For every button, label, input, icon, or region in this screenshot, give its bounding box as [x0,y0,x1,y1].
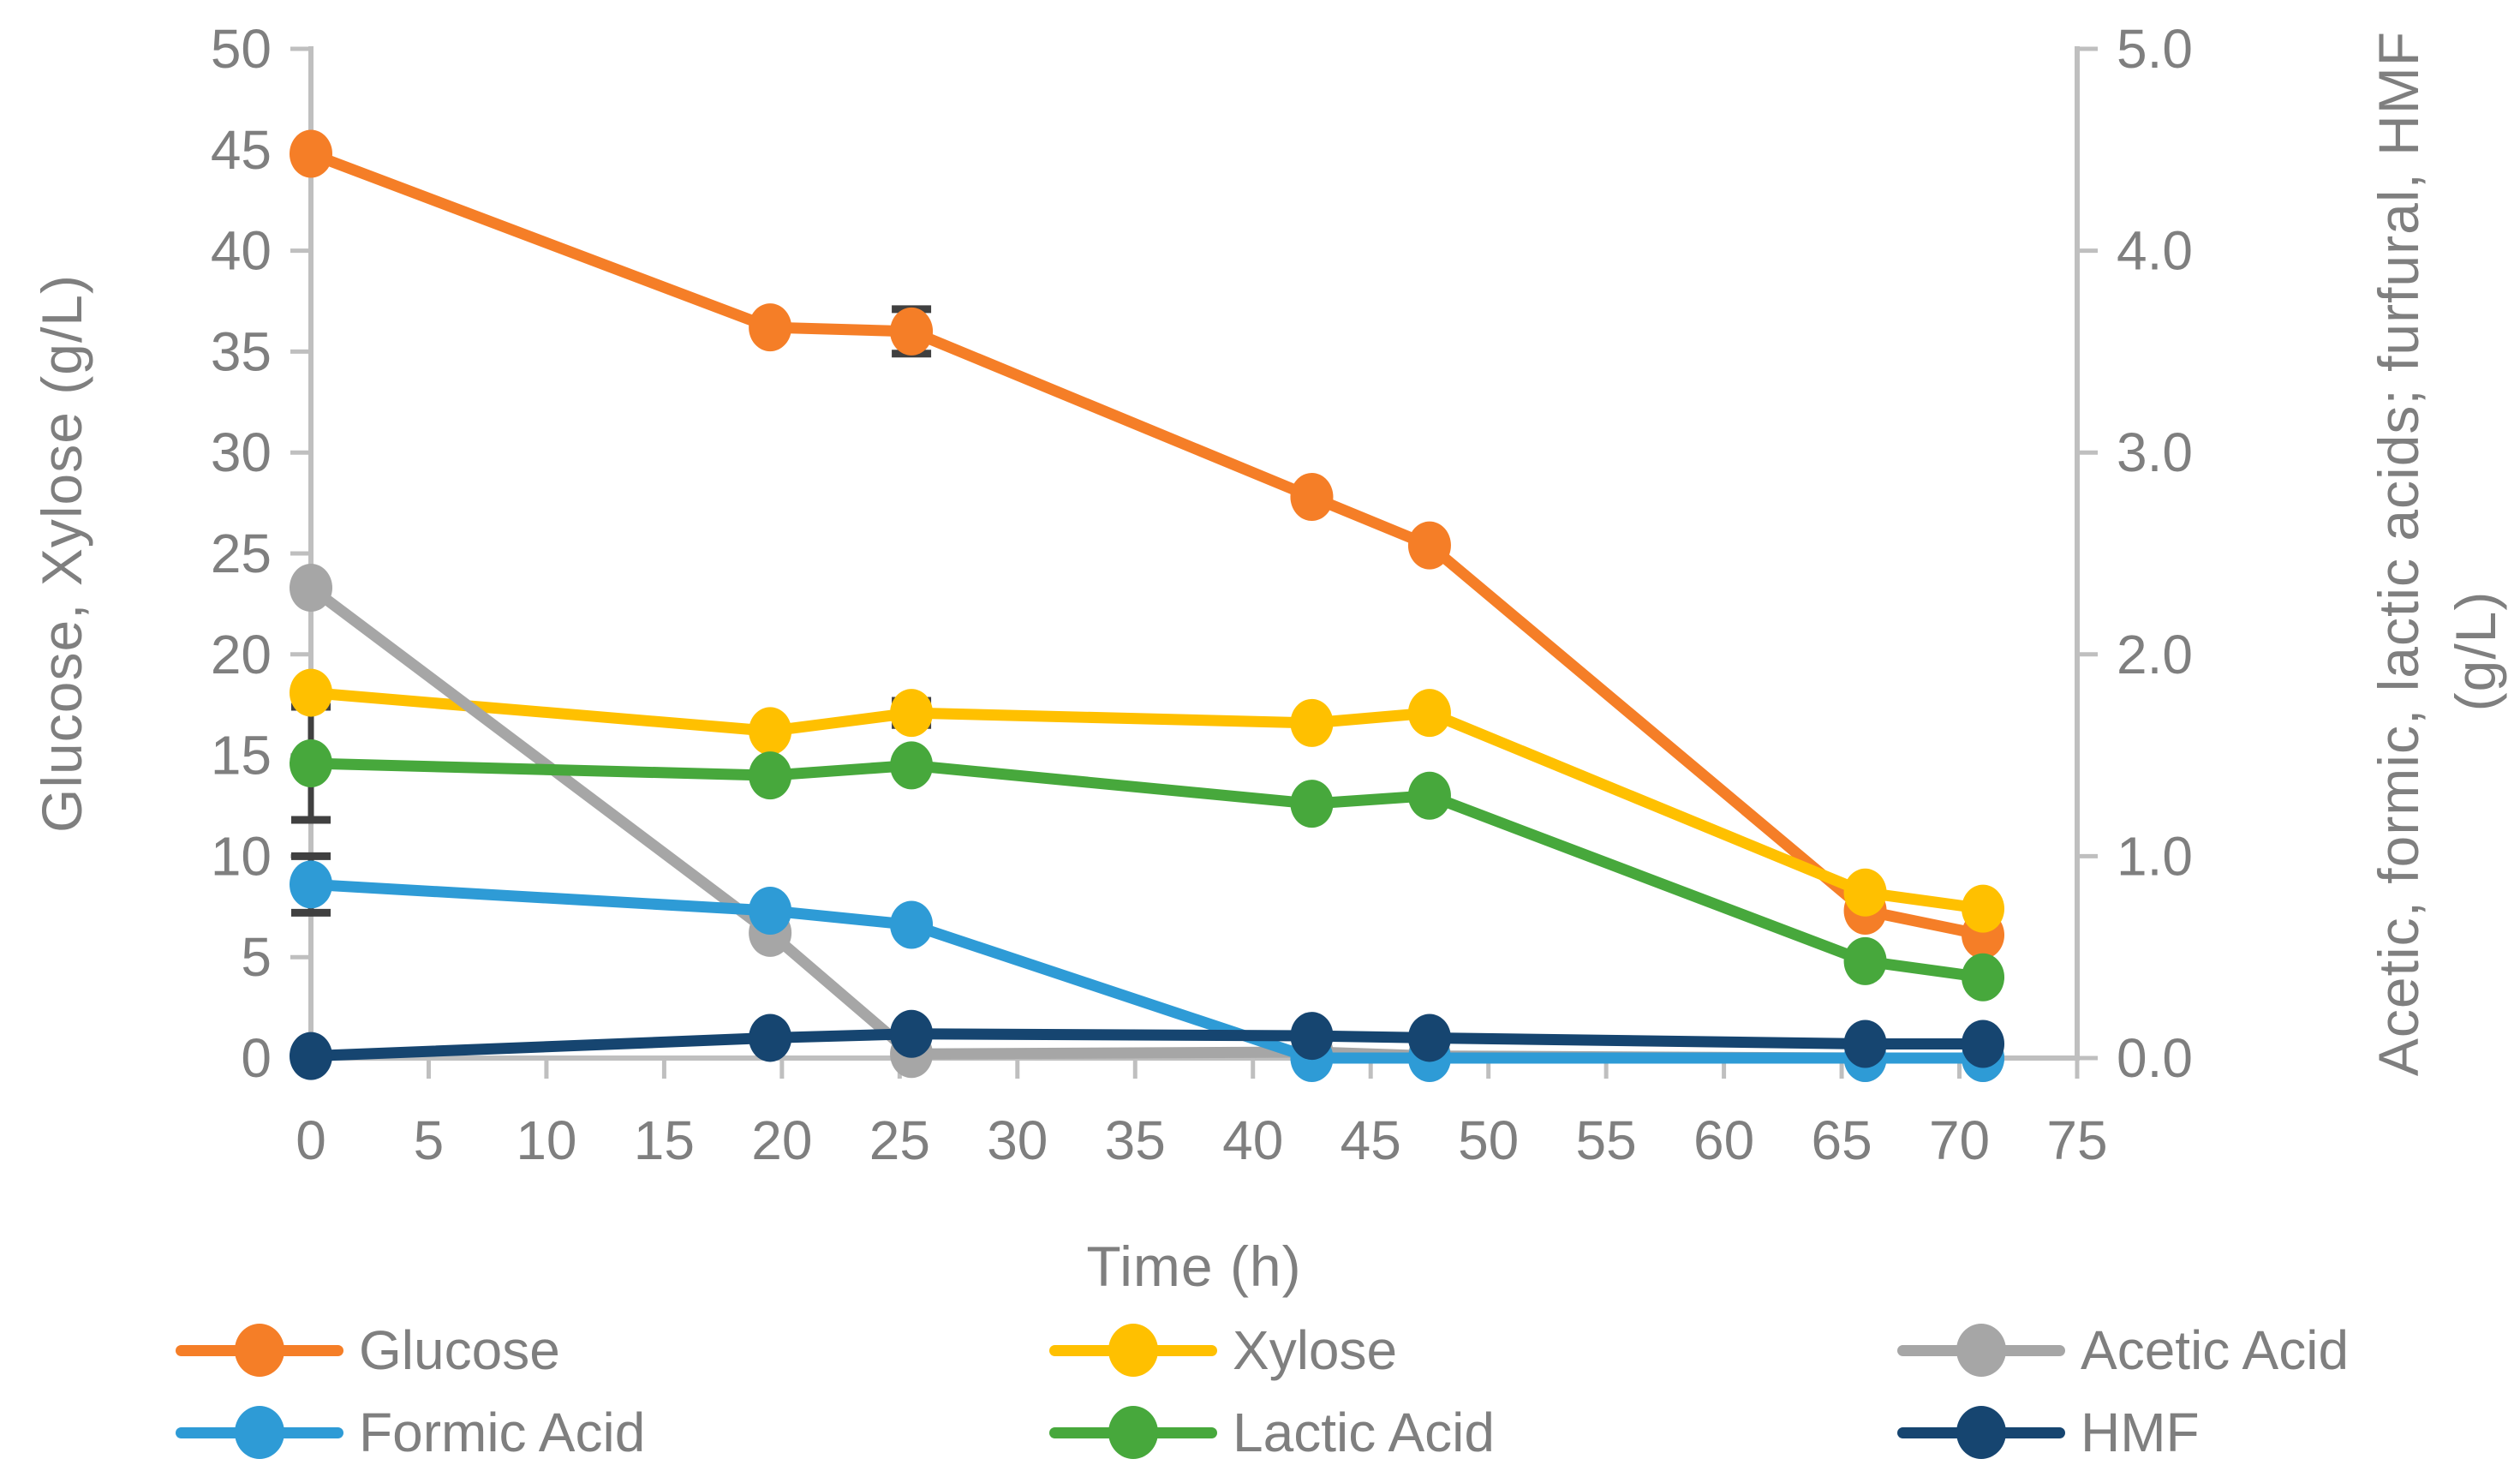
x-axis-tick-label: 55 [1576,1109,1637,1171]
left-axis-tick-label: 10 [211,825,272,887]
data-point-xylose [1407,689,1451,738]
data-point-glucose [749,303,792,352]
data-point-lactic-acid [1290,780,1334,828]
right-y-axis-title-units: (g/L) [2444,590,2507,712]
glucose-line-marker-icon [176,1319,343,1381]
series-xylose [290,668,2005,933]
right-axis-tick-label: 5.0 [2117,18,2193,80]
left-axis-tick-label: 50 [211,18,272,80]
data-point-hmf [1843,1020,1887,1068]
data-point-xylose [1962,884,2005,933]
data-point-formic-acid [749,887,792,936]
x-axis-tick-label: 30 [987,1109,1048,1171]
right-axis-tick-label: 4.0 [2117,220,2193,282]
left-y-axis-title: Glucose, Xylose (g/L) [30,274,93,833]
left-axis-tick-label: 5 [241,926,272,988]
right-y-axis-title: Acetic, formic, lactic acids; furfural, … [2367,30,2430,1077]
series-hmf [290,1009,2005,1080]
data-point-glucose [1290,473,1334,522]
left-axis-tick-label: 40 [211,220,272,282]
x-axis-tick-label: 15 [634,1109,695,1171]
data-point-hmf [890,1009,934,1058]
left-axis-tick-label: 15 [211,725,272,786]
x-axis-tick-label: 35 [1105,1109,1166,1171]
data-point-glucose [290,129,332,178]
left-axis-tick-label: 25 [211,523,272,584]
left-axis-tick-label: 45 [211,119,272,181]
legend-item-lactic-acid: Lactic Acid [1049,1402,1495,1463]
right-axis-tick-label: 0.0 [2117,1027,2193,1089]
error-bars [291,305,932,917]
data-point-glucose [890,307,934,356]
x-axis-tick-label: 5 [414,1109,445,1171]
right-axis-tick-label: 2.0 [2117,624,2193,685]
data-point-lactic-acid [290,739,332,788]
xylose-line-marker-icon [1049,1319,1217,1381]
data-point-glucose [1407,521,1451,570]
x-axis-tick-label: 40 [1222,1109,1283,1171]
right-axis-tick-label: 3.0 [2117,422,2193,483]
formic-acid-line-marker-icon [176,1402,343,1463]
series-line-glucose [305,148,1989,941]
acetic-acid-line-marker-icon [1897,1319,2065,1381]
legend-label-acetic-acid: Acetic Acid [2081,1319,2350,1381]
series-glucose [290,129,2005,960]
data-point-formic-acid [290,860,332,909]
x-axis-tick-label: 75 [2046,1109,2107,1171]
data-point-formic-acid [890,900,934,949]
legend-item-formic-acid: Formic Acid [176,1402,645,1463]
data-point-lactic-acid [1962,953,2005,1002]
legend-label-glucose: Glucose [359,1319,560,1381]
left-axis-tick-label: 35 [211,320,272,382]
series-lactic-acid [290,739,2005,1002]
x-axis-tick-label: 10 [516,1109,576,1171]
legend-item-acetic-acid: Acetic Acid [1897,1319,2349,1381]
right-axis-tick-label: 1.0 [2117,825,2193,887]
left-axis-tick-label: 20 [211,624,272,685]
data-point-xylose [1290,698,1334,747]
data-point-hmf [290,1032,332,1080]
data-point-xylose [749,707,792,756]
legend-item-glucose: Glucose [176,1319,560,1381]
x-axis-tick-label: 0 [296,1109,326,1171]
data-point-acetic-acid [290,564,332,613]
data-point-lactic-acid [1407,771,1451,820]
legend-label-xylose: Xylose [1233,1319,1398,1381]
left-axis-tick-label: 30 [211,422,272,483]
data-point-hmf [1962,1020,2005,1068]
data-point-hmf [1290,1012,1334,1061]
legend-label-lactic-acid: Lactic Acid [1233,1402,1495,1463]
legend-item-hmf: HMF [1897,1402,2200,1463]
series-line-acetic-acid [305,582,1989,1064]
data-point-xylose [290,668,332,717]
x-axis-tick-label: 25 [869,1109,930,1171]
legend-label-hmf: HMF [2081,1402,2200,1463]
data-point-hmf [1407,1014,1451,1062]
axes: 0 5 10 15 20 25 30 35 40 45 50 0.0 1.0 2.0 3.0 4.0 5.0 0 5… [211,18,2193,1171]
x-axis-tick-label: 65 [1811,1109,1872,1171]
x-axis-tick-label: 70 [1929,1109,1990,1171]
data-point-lactic-acid [749,751,792,800]
data-point-hmf [749,1014,792,1062]
x-axis-title: Time (h) [1086,1235,1302,1298]
legend-label-formic-acid: Formic Acid [359,1402,646,1463]
left-axis-tick-label: 0 [241,1027,272,1089]
x-axis-tick-label: 50 [1458,1109,1519,1171]
x-axis-tick-label: 20 [751,1109,812,1171]
legend-item-xylose: Xylose [1049,1319,1397,1381]
data-point-xylose [890,689,934,738]
hmf-line-marker-icon [1897,1402,2065,1463]
x-axis-tick-label: 60 [1693,1109,1754,1171]
lactic-acid-line-marker-icon [1049,1402,1217,1463]
data-point-lactic-acid [1843,936,1887,985]
data-point-lactic-acid [890,741,934,790]
data-point-xylose [1843,868,1887,917]
x-axis-tick-label: 45 [1341,1109,1401,1171]
